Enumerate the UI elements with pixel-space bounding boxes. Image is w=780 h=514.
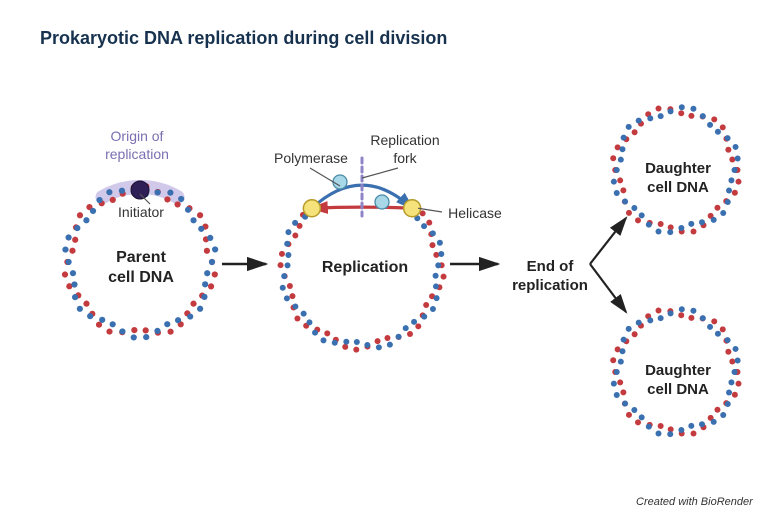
label-replication: Replication	[310, 258, 420, 278]
label-daughter1: Daughtercell DNA	[628, 160, 728, 198]
label-parent-dna: Parentcell DNA	[86, 248, 196, 288]
label-repfork: Replicationfork	[360, 132, 450, 167]
label-origin: Origin ofreplication	[92, 128, 182, 163]
label-helicase: Helicase	[440, 205, 510, 223]
label-initiator: Initiator	[106, 204, 176, 222]
credit-text: Created with BioRender	[636, 496, 753, 508]
page-title: Prokaryotic DNA replication during cell …	[40, 28, 447, 49]
label-end-of-rep: End ofreplication	[500, 258, 600, 296]
label-polymerase: Polymerase	[266, 150, 356, 168]
label-daughter2: Daughtercell DNA	[628, 362, 728, 400]
replication-circle	[278, 158, 447, 353]
label-pointers	[140, 168, 442, 212]
